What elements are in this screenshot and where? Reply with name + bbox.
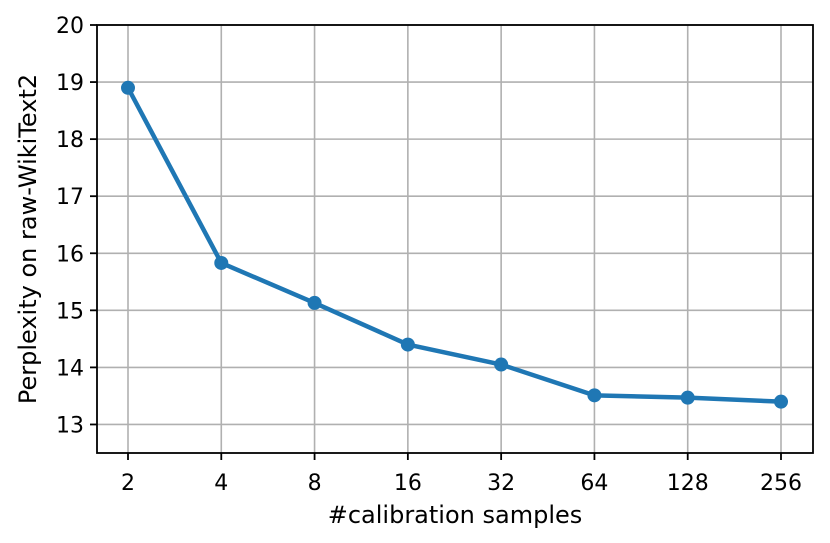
x-axis-label: #calibration samples <box>328 501 583 529</box>
data-point <box>587 388 602 403</box>
y-tick-label: 13 <box>56 413 84 438</box>
y-tick-label: 16 <box>56 242 84 267</box>
x-tick-label: 8 <box>308 471 322 496</box>
grid <box>97 24 813 453</box>
y-tick-labels: 13 14 15 16 17 18 19 20 <box>56 14 84 438</box>
data-point <box>307 295 322 310</box>
x-tick-label: 256 <box>760 471 802 496</box>
x-tick-label: 4 <box>214 471 228 496</box>
x-tick-label: 2 <box>121 471 135 496</box>
plot-frame <box>96 24 814 454</box>
series-line <box>125 85 784 404</box>
x-tick-label: 16 <box>394 471 422 496</box>
y-tick-label: 15 <box>56 299 84 324</box>
data-point <box>680 390 695 405</box>
y-tick-label: 17 <box>56 185 84 210</box>
x-tick-label: 32 <box>487 471 515 496</box>
ticks <box>90 24 782 460</box>
series-layer <box>121 80 788 409</box>
y-tick-label: 18 <box>56 128 84 153</box>
data-point <box>214 255 229 270</box>
x-tick-label: 128 <box>667 471 709 496</box>
data-point <box>400 337 415 352</box>
x-tick-label: 64 <box>580 471 608 496</box>
y-tick-label: 14 <box>56 356 84 381</box>
data-point <box>494 357 509 372</box>
y-tick-label: 19 <box>56 71 84 96</box>
y-tick-label: 20 <box>56 14 84 39</box>
data-point <box>121 80 135 95</box>
x-tick-labels: 2 4 8 16 32 64 128 256 <box>121 471 802 496</box>
data-point <box>774 394 788 409</box>
y-axis-label: Perplexity on raw-WikiText2 <box>14 74 42 404</box>
